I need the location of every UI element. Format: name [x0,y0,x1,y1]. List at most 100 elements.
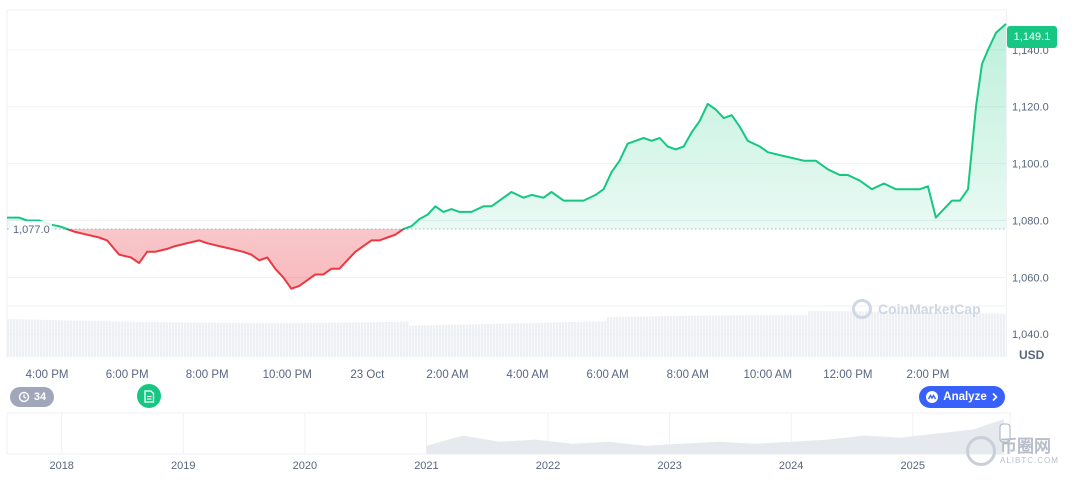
volume-bar [580,321,583,357]
volume-bar [808,311,811,357]
volume-bar [331,322,334,357]
y-tick-label: 1,080.0 [1012,215,1049,227]
volume-bar [739,315,742,357]
volume-bar [475,324,478,357]
volume-bar [886,311,889,357]
volume-bar [541,322,544,357]
volume-bar [943,312,946,357]
volume-bar [592,321,595,357]
volume-bar [1003,313,1006,357]
volume-bar [586,321,589,357]
volume-bar [166,322,169,357]
volume-bar [697,315,700,357]
volume-bar [232,322,235,357]
volume-bar [313,322,316,357]
volume-bar [334,322,337,357]
price-line: 1,077.0 [7,23,1007,290]
chevron-right-icon [992,392,998,402]
volume-bar [970,313,973,357]
volume-bar [274,322,277,357]
coinmarketcap-watermark: CoinMarketCap [852,299,981,319]
volume-bar [262,322,265,357]
volume-bar [379,322,382,357]
volume-bar [385,322,388,357]
volume-bar [733,315,736,357]
volume-bar [529,323,532,357]
volume-bar [115,321,118,357]
news-marker[interactable] [137,384,161,408]
volume-bar [340,322,343,357]
volume-bar [493,323,496,357]
volume-bar [721,315,724,357]
x-tick-label: 6:00 PM [106,369,149,381]
volume-bar [52,320,55,357]
volume-bar [31,319,34,357]
history-badge[interactable]: 34 [10,387,54,407]
volume-bar [676,315,679,357]
volume-bar [805,315,808,357]
volume-bar [556,322,559,357]
volume-bar [388,322,391,357]
volume-bar [526,323,529,357]
volume-bar [10,319,13,357]
volume-bar [1000,313,1003,357]
volume-bar [610,317,613,357]
current-price-badge: 1,149.1 [1007,26,1057,48]
volume-bar [907,311,910,357]
y-tick-label: 1,100.0 [1012,159,1049,171]
volume-bar [247,322,250,357]
volume-bar [982,313,985,357]
x-tick-label: 6:00 AM [586,369,628,381]
volume-bar [859,311,862,357]
volume-bar [784,315,787,357]
volume-bar [679,315,682,357]
volume-bar [553,322,556,357]
baseline-label-bg [10,221,52,238]
x-tick-label: 23 Oct [350,369,385,381]
volume-bar [628,316,631,357]
volume-bars [7,311,1006,357]
volume-bar [484,324,487,357]
volume-bar [235,322,238,357]
volume-bar [403,321,406,357]
volume-bar [562,322,565,357]
volume-bar [238,322,241,357]
volume-bar [430,325,433,357]
volume-bar [277,322,280,357]
volume-bar [283,322,286,357]
volume-bar [673,315,676,357]
volume-bar [775,315,778,357]
volume-bar [826,311,829,357]
volume-bar [391,321,394,357]
volume-bar [370,322,373,357]
volume-bar [376,322,379,357]
volume-bar [880,311,883,357]
volume-bar [496,323,499,357]
watermark-text: CoinMarketCap [878,301,981,317]
volume-bar [367,322,370,357]
volume-bar [979,313,982,357]
volume-bar [289,322,292,357]
analyze-button[interactable]: Analyze [919,386,1005,408]
volume-bar [913,312,916,357]
volume-bar [670,316,673,357]
volume-bar [781,315,784,357]
volume-bar [646,316,649,357]
volume-bar [175,322,178,357]
range-navigator[interactable]: 2018 2019 2020 2021 2022 2023 2024 2025 [6,412,1011,472]
volume-bar [481,324,484,357]
volume-bar [799,315,802,357]
volume-bar [802,315,805,357]
volume-bar [58,320,61,357]
volume-bar [190,322,193,357]
volume-bar [958,312,961,357]
volume-bar [211,322,214,357]
volume-bar [904,311,907,357]
volume-bar [160,322,163,357]
volume-bar [550,322,553,357]
volume-bar [97,321,100,357]
volume-bar [406,321,409,357]
volume-bar [157,322,160,357]
volume-bar [844,311,847,357]
